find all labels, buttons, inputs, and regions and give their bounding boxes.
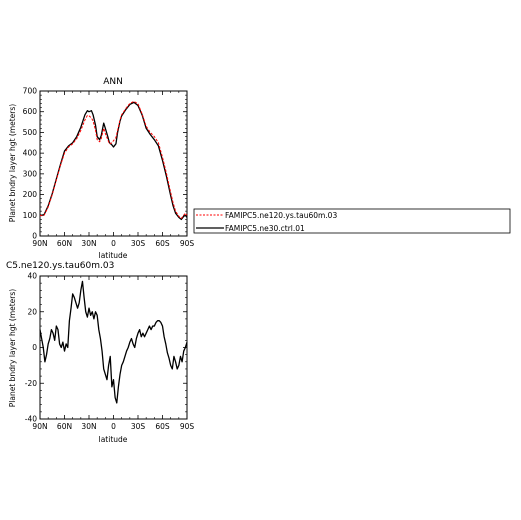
top-xtick-label: 30N [81,239,96,248]
bottom-xtick-label: 90N [32,422,47,431]
bottom-ytick-label: 0 [32,343,37,352]
legend-box [193,208,511,234]
top-ytick-label: 600 [23,107,38,116]
top-panel-title: ANN [103,77,123,87]
top-xtick-label: 60N [57,239,72,248]
bottom-xtick-label: 0 [111,422,116,431]
top-ytick-label: 200 [23,190,38,199]
top-ytick-label: 300 [23,169,38,178]
bottom-panel: C5.ne120.ys.tau60m.03 90N 60N 30N 0 30S 60S 90… [6,261,194,444]
top-xtick-label: 60S [155,239,170,248]
bottom-ytick-label: -20 [25,379,37,388]
bottom-xtick-label: 60N [57,422,72,431]
bottom-panel-ylabel: Planet bndry layer hgt (meters) [8,289,17,408]
top-panel: ANN 90N 60N 30N 0 30S 60S 90S 0 100 200 300 400 500 6… [8,77,194,260]
top-ytick-label: 0 [32,232,37,241]
top-panel-ticks: 90N 60N 30N 0 30S 60S 90S 0 100 200 300 400 500 600 70… [23,87,195,249]
top-ytick-label: 700 [23,87,38,96]
bottom-panel-title: C5.ne120.ys.tau60m.03 [6,261,114,271]
legend-label-series-1: FAMIPC5.ne120.ys.tau60m.03 [225,211,337,220]
top-panel-xlabel: latitude [99,251,128,260]
bottom-panel-xlabel: latitude [99,435,128,444]
bottom-panel-series [39,280,188,404]
bottom-series-line-1 [39,280,188,404]
legend-label-series-2: FAMIPC5.ne30.ctrl.01 [225,224,305,233]
top-xtick-label: 30S [131,239,146,248]
bottom-xtick-label: 60S [155,422,170,431]
legend: FAMIPC5.ne120.ys.tau60m.03 FAMIPC5.ne30.… [193,208,511,234]
bottom-ytick-label: 40 [27,272,37,281]
top-panel-series [39,100,188,221]
top-xtick-label: 0 [111,239,116,248]
top-xtick-label: 90N [32,239,47,248]
top-xtick-label: 90S [180,239,195,248]
bottom-panel-ticks: 90N 60N 30N 0 30S 60S 90S -40 -20 0 20 40 [25,272,195,432]
bottom-xtick-label: 30N [81,422,96,431]
top-ytick-label: 500 [23,128,38,137]
top-series-line-1 [39,100,188,219]
top-ytick-label: 100 [23,211,38,220]
bottom-xtick-label: 90S [180,422,195,431]
bottom-xtick-label: 30S [131,422,146,431]
top-ytick-label: 400 [23,149,38,158]
bottom-ytick-label: 20 [27,307,37,316]
bottom-ytick-label: -40 [25,415,37,424]
top-panel-ylabel: Planet bndry layer hgt (meters) [8,104,17,223]
